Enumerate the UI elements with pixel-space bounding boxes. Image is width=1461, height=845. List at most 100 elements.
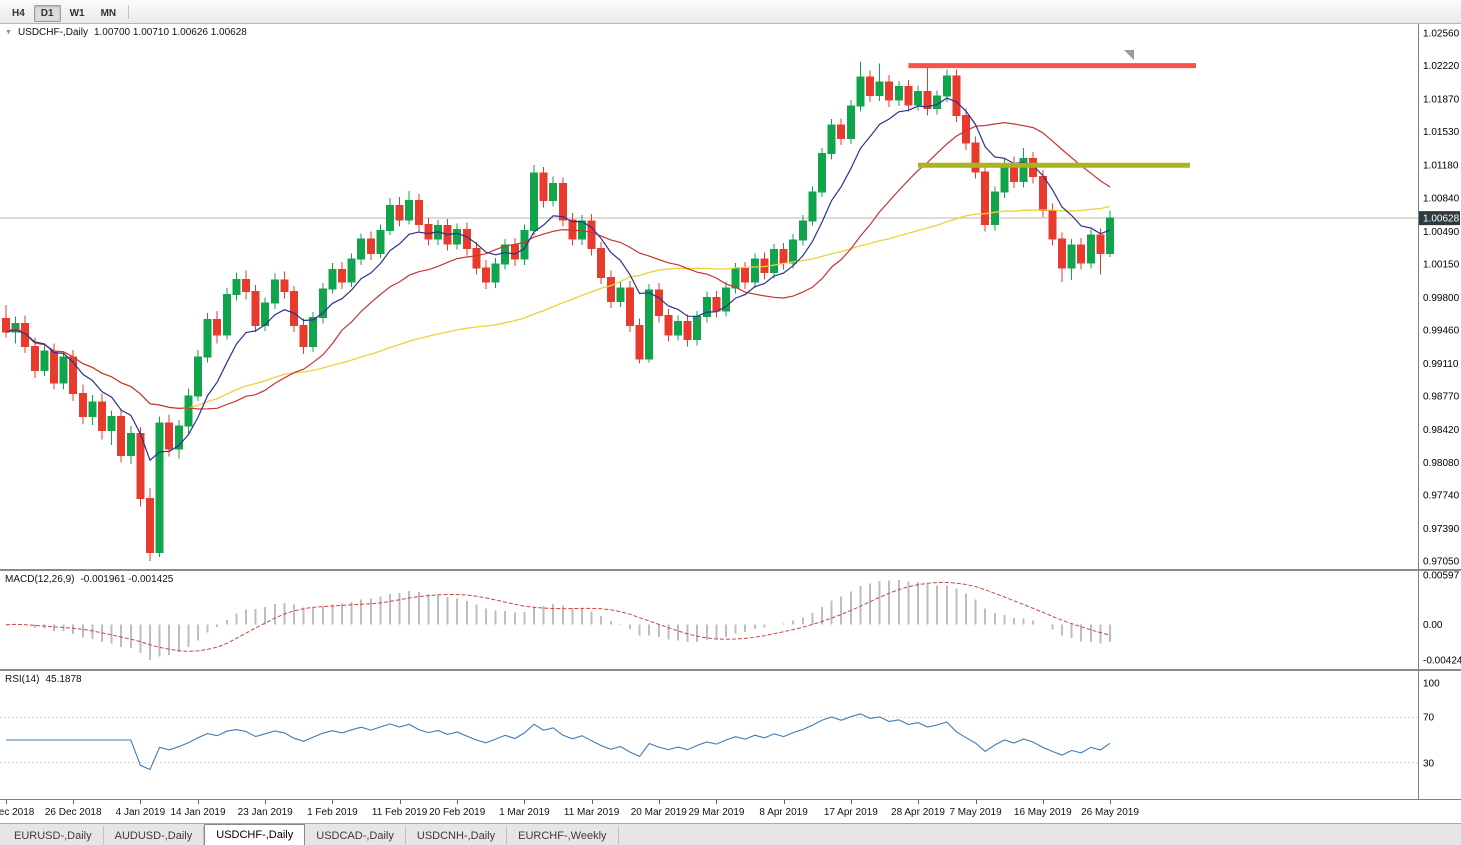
time-axis-tick bbox=[918, 800, 919, 804]
time-axis-tick bbox=[783, 800, 785, 804]
time-axis-tick bbox=[850, 800, 852, 804]
timeframe-toolbar: H4 D1 W1 MN bbox=[0, 0, 1461, 24]
macd-axis-label: 0.00 bbox=[1423, 620, 1443, 631]
panel-separator[interactable] bbox=[0, 669, 1461, 671]
time-axis-label: 23 Jan 2019 bbox=[237, 807, 293, 818]
macd-panel: MACD(12,26,9) -0.001961 -0.001425 0.0059… bbox=[0, 571, 1461, 669]
toolbar-divider bbox=[128, 4, 130, 19]
price-axis-label: 1.02560 bbox=[1423, 29, 1460, 40]
macd-histogram bbox=[14, 580, 1111, 660]
price-axis-label: 1.02220 bbox=[1423, 61, 1460, 72]
time-axis-label: 7 May 2019 bbox=[949, 807, 1002, 818]
chart-tab-usdcnh-daily[interactable]: USDCNH-,Daily bbox=[406, 826, 508, 845]
price-axis-label: 0.98770 bbox=[1423, 392, 1460, 403]
rsi-axis-label: 70 bbox=[1423, 713, 1435, 724]
time-axis-label: 28 Apr 2019 bbox=[891, 807, 945, 818]
rsi-panel: RSI(14) 45.1878 100 70 30 bbox=[0, 671, 1461, 799]
chart-tab-eurchf-weekly[interactable]: EURCHF-,Weekly bbox=[507, 826, 619, 845]
time-axis-label: 11 Mar 2019 bbox=[563, 807, 620, 818]
time-axis-tick bbox=[399, 800, 401, 804]
rsi-canvas[interactable]: 100 70 30 bbox=[0, 671, 1461, 799]
macd-values: -0.001961 -0.001425 bbox=[80, 574, 174, 585]
time-axis-label: 1 Feb 2019 bbox=[307, 807, 358, 818]
time-axis-tick bbox=[1110, 800, 1111, 804]
timeframe-button-w1[interactable]: W1 bbox=[69, 7, 85, 19]
ma-slow-line bbox=[5, 205, 1111, 410]
macd-signal-line bbox=[5, 581, 1111, 652]
macd-axis-label: 0.00597 bbox=[1423, 571, 1460, 582]
candles bbox=[2, 61, 1114, 561]
time-axis-tick bbox=[73, 800, 75, 804]
rsi-value: 45.1878 bbox=[45, 674, 82, 685]
rsi-axis-label: 100 bbox=[1423, 679, 1440, 690]
rsi-name: RSI(14) bbox=[5, 674, 40, 685]
chart-tab-usdcad-daily[interactable]: USDCAD-,Daily bbox=[305, 826, 406, 845]
main-chart-panel: ▼ USDCHF-,Daily 1.00700 1.00710 1.00626 … bbox=[0, 24, 1461, 569]
chart-tab-bar: EURUSD-,Daily AUDUSD-,Daily USDCHF-,Daily U… bbox=[0, 823, 1461, 845]
time-axis-tick bbox=[457, 800, 459, 804]
price-axis-label: 1.01180 bbox=[1423, 161, 1459, 172]
time-axis-label: 8 Apr 2019 bbox=[759, 807, 808, 818]
time-axis-tick bbox=[1042, 800, 1044, 804]
timeframe-button-group: H4 D1 W1 MN bbox=[4, 3, 124, 22]
time-axis-label: 16 May 2019 bbox=[1013, 807, 1072, 818]
main-chart-canvas[interactable]: 1.02560 1.02220 1.01870 1.01530 1.01180 1.008… bbox=[0, 24, 1461, 569]
time-axis-tick bbox=[975, 800, 977, 804]
ma-fast-line bbox=[5, 97, 1111, 462]
time-axis-label: 26 Dec 2018 bbox=[44, 807, 102, 818]
macd-canvas[interactable]: 0.00597 0.00 -0.004243 bbox=[0, 571, 1461, 669]
time-axis-label: 11 Feb 2019 bbox=[371, 807, 428, 818]
scroll-to-end-marker[interactable] bbox=[1124, 50, 1134, 60]
time-axis-label: 1 Mar 2019 bbox=[499, 807, 550, 818]
panel-separator[interactable] bbox=[0, 569, 1461, 571]
current-price-badge bbox=[1419, 211, 1460, 226]
time-axis-tick bbox=[198, 800, 199, 804]
price-axis-label: 1.01530 bbox=[1423, 127, 1460, 138]
chart-tab-eurusd-daily[interactable]: EURUSD-,Daily bbox=[3, 826, 104, 845]
price-axis-label: 0.97740 bbox=[1423, 490, 1460, 501]
time-axis-tick bbox=[591, 800, 593, 804]
timeframe-button-mn[interactable]: MN bbox=[100, 7, 117, 19]
symbol-ohlc: 1.00700 1.00710 1.00626 1.00628 bbox=[93, 27, 247, 38]
one-click-trading-icon[interactable]: ▼ bbox=[5, 28, 12, 36]
time-axis-tick bbox=[265, 800, 267, 804]
time-axis-label: 20 Mar 2019 bbox=[630, 807, 687, 818]
time-axis-tick bbox=[524, 800, 526, 804]
timeframe-button-d1[interactable]: D1 bbox=[33, 4, 61, 22]
price-axis-label: 0.97050 bbox=[1423, 557, 1460, 568]
rsi-label: RSI(14) 45.1878 bbox=[5, 674, 82, 685]
time-axis-tick bbox=[140, 800, 142, 804]
time-axis-label: 29 Mar 2019 bbox=[688, 807, 745, 818]
price-axis[interactable]: 1.02560 1.02220 1.01870 1.01530 1.01180 1.008… bbox=[1423, 29, 1460, 568]
rsi-axis: 100 70 30 bbox=[1423, 679, 1440, 770]
time-axis-tick bbox=[658, 800, 660, 804]
price-axis-label: 1.00150 bbox=[1423, 259, 1460, 270]
price-axis-label: 0.97390 bbox=[1423, 524, 1460, 535]
chart-tab-audusd-daily[interactable]: AUDUSD-,Daily bbox=[104, 826, 205, 845]
price-axis-label: 1.00490 bbox=[1423, 227, 1460, 238]
price-axis-label: 1.01870 bbox=[1423, 95, 1460, 106]
time-axis-label: 4 Jan 2019 bbox=[115, 807, 166, 818]
time-axis-tick bbox=[332, 800, 334, 804]
chart-tab-usdchf-daily[interactable]: USDCHF-,Daily bbox=[204, 824, 306, 845]
macd-axis-label: -0.004243 bbox=[1423, 656, 1461, 667]
price-axis-label: 0.99800 bbox=[1423, 293, 1460, 304]
price-axis-label: 1.00840 bbox=[1423, 193, 1460, 204]
macd-label: MACD(12,26,9) -0.001961 -0.001425 bbox=[5, 574, 173, 585]
time-axis-tick bbox=[716, 800, 718, 804]
time-axis-label: 20 Feb 2019 bbox=[429, 807, 486, 818]
price-axis-label: 0.99460 bbox=[1423, 326, 1460, 337]
price-axis-label: 0.98420 bbox=[1423, 425, 1460, 436]
time-axis-label: 26 May 2019 bbox=[1081, 807, 1139, 818]
rsi-line bbox=[6, 713, 1111, 771]
time-axis[interactable]: 17 Dec 2018 26 Dec 2018 4 Jan 2019 14 Jan 2… bbox=[0, 799, 1461, 823]
time-axis-label: 17 Dec 2018 bbox=[0, 807, 35, 818]
time-axis-label: 14 Jan 2019 bbox=[170, 807, 226, 818]
macd-name: MACD(12,26,9) bbox=[5, 574, 75, 585]
rsi-axis-label: 30 bbox=[1423, 758, 1435, 769]
chart-symbol-label: ▼ USDCHF-,Daily 1.00700 1.00710 1.00626 … bbox=[5, 27, 247, 38]
timeframe-button-h4[interactable]: H4 bbox=[12, 7, 25, 19]
symbol-name: USDCHF-,Daily bbox=[17, 27, 88, 38]
price-axis-label: 0.98080 bbox=[1423, 458, 1460, 469]
